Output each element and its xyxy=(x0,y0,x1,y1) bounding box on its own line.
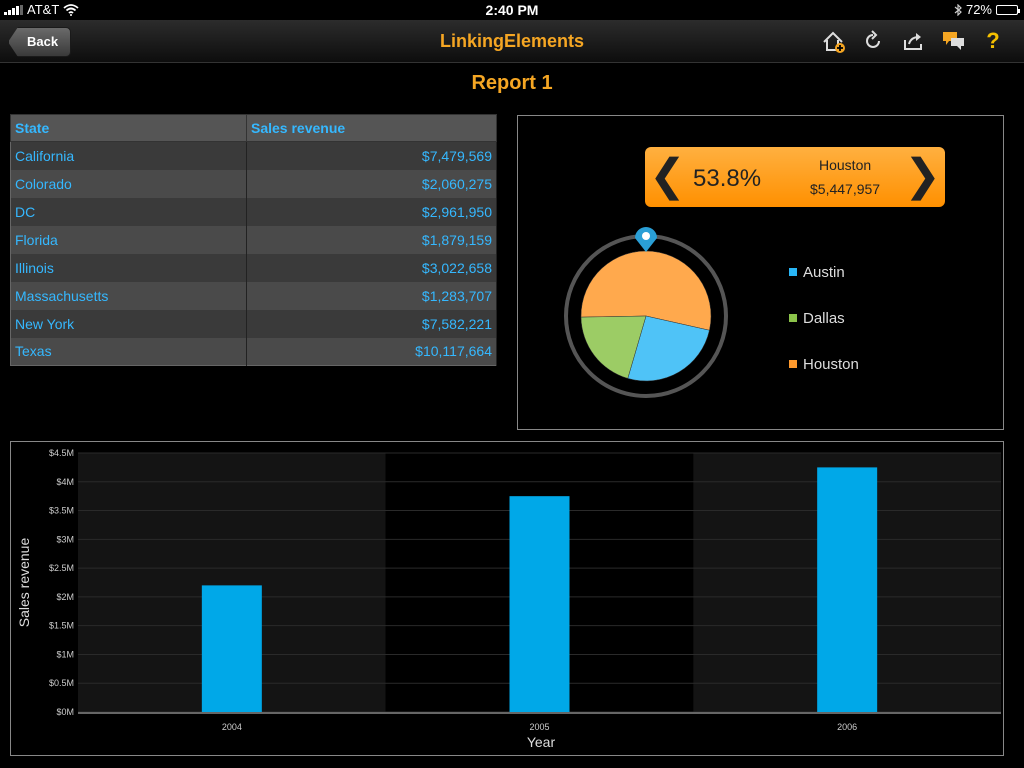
y-tick-label: $0.5M xyxy=(49,678,74,688)
state-cell: Florida xyxy=(10,225,247,254)
bar-2005[interactable] xyxy=(509,496,570,712)
pie-slice-austin[interactable] xyxy=(627,315,710,382)
slice-selector[interactable]: ❮ 53.8% Houston $5,447,957 ❯ xyxy=(645,147,945,207)
selected-slice-percent: 53.8% xyxy=(693,165,762,192)
table-row[interactable]: New York $7,582,221 xyxy=(10,309,497,338)
legend-item-dallas[interactable]: Dallas xyxy=(789,295,859,341)
state-cell: New York xyxy=(10,309,247,338)
revenue-cell: $7,582,221 xyxy=(246,309,497,338)
revenue-cell: $1,879,159 xyxy=(246,225,497,254)
home-add-icon[interactable] xyxy=(822,30,845,53)
state-cell: DC xyxy=(10,197,247,226)
pie-chart-panel: ❮ 53.8% Houston $5,447,957 ❯ Austin Dall… xyxy=(517,115,1004,430)
battery-label: 72% xyxy=(965,2,992,17)
column-header-sales-revenue[interactable]: Sales revenue xyxy=(246,114,497,142)
table-header-row: State Sales revenue xyxy=(10,114,497,142)
y-tick-label: $3.5M xyxy=(49,506,74,516)
y-tick-label: $1.5M xyxy=(49,621,74,631)
refresh-icon[interactable] xyxy=(862,30,884,52)
y-tick-label: $1M xyxy=(56,649,74,659)
y-tick-label: $2M xyxy=(56,592,74,602)
legend-label: Houston xyxy=(803,355,859,373)
y-tick-label: $0M xyxy=(56,707,74,717)
battery-icon xyxy=(996,4,1020,15)
pie-slices xyxy=(580,250,712,382)
y-tick-label: $3M xyxy=(56,534,74,544)
bar-2004[interactable] xyxy=(201,585,262,712)
y-axis-title: Sales revenue xyxy=(16,538,32,628)
pie-pointer-icon xyxy=(635,227,657,252)
x-tick-label: 2005 xyxy=(529,722,549,732)
nav-actions: ? xyxy=(822,28,1004,53)
legend-swatch xyxy=(789,268,797,276)
app-title: LinkingElements xyxy=(439,31,585,51)
table-row[interactable]: Massachusetts $1,283,707 xyxy=(10,281,497,310)
table-row[interactable]: Colorado $2,060,275 xyxy=(10,169,497,198)
y-tick-label: $4M xyxy=(56,477,74,487)
table-row[interactable]: Florida $1,879,159 xyxy=(10,225,497,254)
pie-slice-dallas[interactable] xyxy=(580,315,647,379)
previous-slice-icon[interactable]: ❮ xyxy=(649,151,686,200)
bar-2006[interactable] xyxy=(817,467,878,712)
x-tick-label: 2004 xyxy=(222,722,242,732)
legend-label: Dallas xyxy=(803,309,845,327)
help-icon[interactable]: ? xyxy=(986,28,1000,53)
state-cell: Texas xyxy=(10,337,247,366)
state-cell: Massachusetts xyxy=(10,281,247,310)
bluetooth-icon xyxy=(954,3,962,16)
state-cell: Colorado xyxy=(10,169,247,198)
nav-bar: Back LinkingElements xyxy=(0,20,1024,63)
x-tick-label: 2006 xyxy=(837,722,857,732)
revenue-cell: $7,479,569 xyxy=(246,141,497,170)
carrier-label: AT&T xyxy=(27,2,60,17)
sales-table: State Sales revenue California $7,479,569… xyxy=(10,114,497,366)
bar-chart: $0M $0.5M $1M $1.5M $2M $2.5M $3M $3.5M $4M $4.5M… xyxy=(16,448,1001,750)
legend-item-houston[interactable]: Houston xyxy=(789,341,859,387)
table-row[interactable]: Illinois $3,022,658 xyxy=(10,253,497,282)
status-time: 2:40 PM xyxy=(485,2,539,18)
status-bar: AT&T 2:40 PM 72% xyxy=(0,0,1024,20)
y-tick-label: $2.5M xyxy=(49,563,74,573)
pie-legend: Austin Dallas Houston xyxy=(789,249,859,387)
bar-chart-panel: $0M $0.5M $1M $1.5M $2M $2.5M $3M $3.5M $4M $4.5M… xyxy=(10,441,1004,756)
selected-slice-name: Houston xyxy=(819,157,872,173)
legend-item-austin[interactable]: Austin xyxy=(789,249,859,295)
report-title: Report 1 xyxy=(471,72,553,94)
status-right: 72% xyxy=(954,2,1020,17)
wifi-icon xyxy=(63,3,79,16)
comments-icon[interactable] xyxy=(942,30,964,52)
pie-slice-houston[interactable] xyxy=(580,250,712,331)
table-row[interactable]: Texas $10,117,664 xyxy=(10,337,497,366)
legend-label: Austin xyxy=(803,263,845,281)
table-row[interactable]: DC $2,961,950 xyxy=(10,197,497,226)
share-icon[interactable] xyxy=(902,30,924,52)
legend-swatch xyxy=(789,360,797,368)
state-cell: California xyxy=(10,141,247,170)
y-tick-label: $4.5M xyxy=(49,448,74,458)
pie-chart[interactable] xyxy=(558,216,738,406)
legend-swatch xyxy=(789,314,797,322)
revenue-cell: $1,283,707 xyxy=(246,281,497,310)
revenue-cell: $10,117,664 xyxy=(246,337,497,366)
selected-slice-value: $5,447,957 xyxy=(810,181,881,197)
status-left: AT&T xyxy=(4,2,79,17)
signal-icon xyxy=(4,4,23,15)
state-cell: Illinois xyxy=(10,253,247,282)
column-header-state[interactable]: State xyxy=(10,114,247,142)
revenue-cell: $3,022,658 xyxy=(246,253,497,282)
revenue-cell: $2,060,275 xyxy=(246,169,497,198)
next-slice-icon[interactable]: ❯ xyxy=(904,151,941,200)
revenue-cell: $2,961,950 xyxy=(246,197,497,226)
back-button[interactable]: Back xyxy=(8,27,72,57)
x-axis-title: Year xyxy=(527,734,556,750)
table-row[interactable]: California $7,479,569 xyxy=(10,141,497,170)
